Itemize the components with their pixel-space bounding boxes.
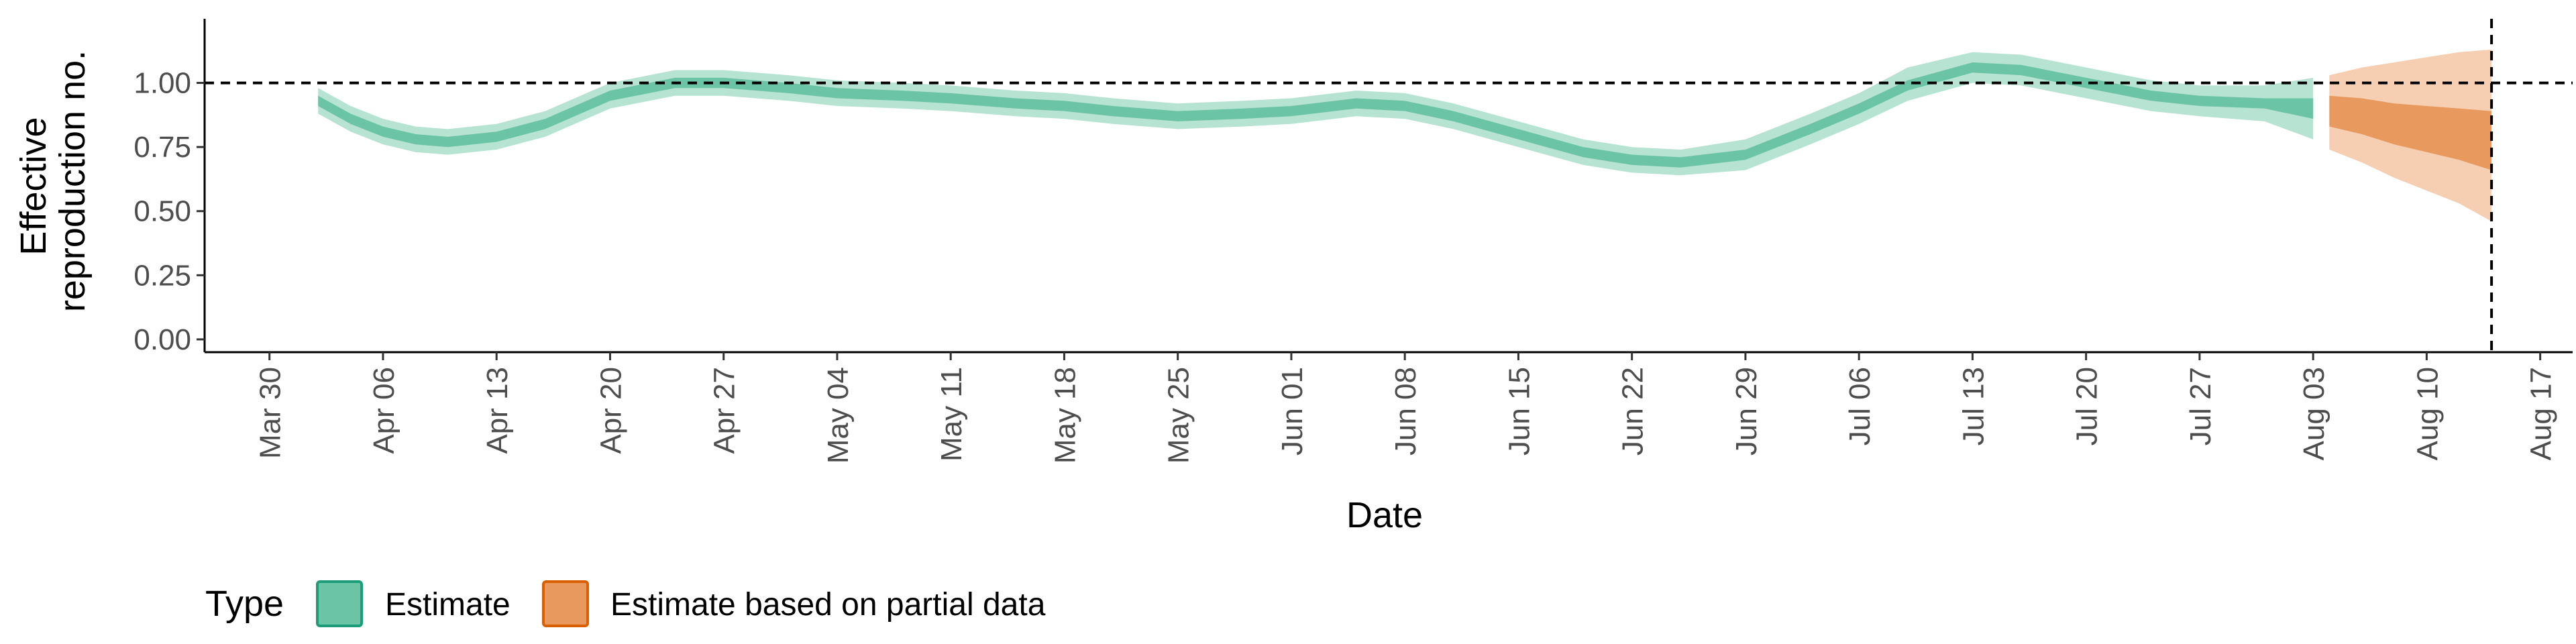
x-tick-label: May 04 [822, 367, 855, 464]
x-tick-label: Mar 30 [254, 367, 287, 459]
x-tick-label: Jun 01 [1276, 367, 1309, 455]
x-tick-label: Jul 13 [1957, 367, 1990, 445]
x-axis-title: Date [1346, 495, 1423, 535]
x-tick-label: Jul 06 [1843, 367, 1876, 445]
x-tick-label: May 18 [1049, 367, 1081, 464]
estimate-bands [318, 49, 2492, 222]
band-20-estimate [318, 62, 2314, 168]
x-tick-label: Jun 15 [1503, 367, 1536, 455]
legend-label-estimate: Estimate [385, 587, 511, 623]
x-tick-label: Aug 10 [2411, 367, 2444, 460]
y-axis-title-line-1: Effective [13, 117, 54, 255]
x-tick-label: May 11 [935, 367, 968, 462]
legend-key-partial [542, 580, 589, 627]
band-20-partial [2329, 95, 2492, 170]
y-tick-label: 0.00 [133, 323, 191, 356]
x-tick-label: Apr 13 [481, 367, 514, 454]
y-tick-label: 0.75 [133, 131, 191, 164]
x-tick-label: Jul 27 [2184, 367, 2217, 445]
x-tick-label: Jul 20 [2071, 367, 2104, 445]
legend-title: Type [205, 584, 284, 624]
x-tick-label: May 25 [1163, 367, 1195, 464]
x-tick-label: Apr 27 [708, 367, 741, 454]
legend-key-estimate [316, 580, 363, 627]
legend: Type Estimate Estimate based on partial … [205, 580, 1046, 627]
axes [197, 19, 2573, 360]
x-tick-label: Aug 03 [2298, 367, 2330, 460]
reference-lines [205, 19, 2573, 352]
x-tick-label: Jun 29 [1730, 367, 1763, 455]
y-tick-label: 0.50 [133, 195, 191, 228]
x-tick-label: Jun 22 [1617, 367, 1650, 455]
legend-label-partial: Estimate based on partial data [610, 587, 1046, 623]
x-tick-label: Aug 17 [2525, 367, 2558, 460]
y-tick-label: 0.25 [133, 259, 191, 292]
y-axis-title: Effective reproduction no. [13, 50, 93, 312]
tick-labels: 0.00 0.25 0.50 0.75 1.00 Mar 30 Apr 06 Apr 13 Ap… [133, 67, 2557, 464]
x-tick-label: Jun 08 [1389, 367, 1422, 455]
y-tick-label: 1.00 [133, 67, 191, 100]
x-tick-label: Apr 20 [595, 367, 628, 454]
y-axis-title-line-2: reproduction no. [52, 50, 93, 312]
x-tick-label: Apr 06 [368, 367, 400, 454]
